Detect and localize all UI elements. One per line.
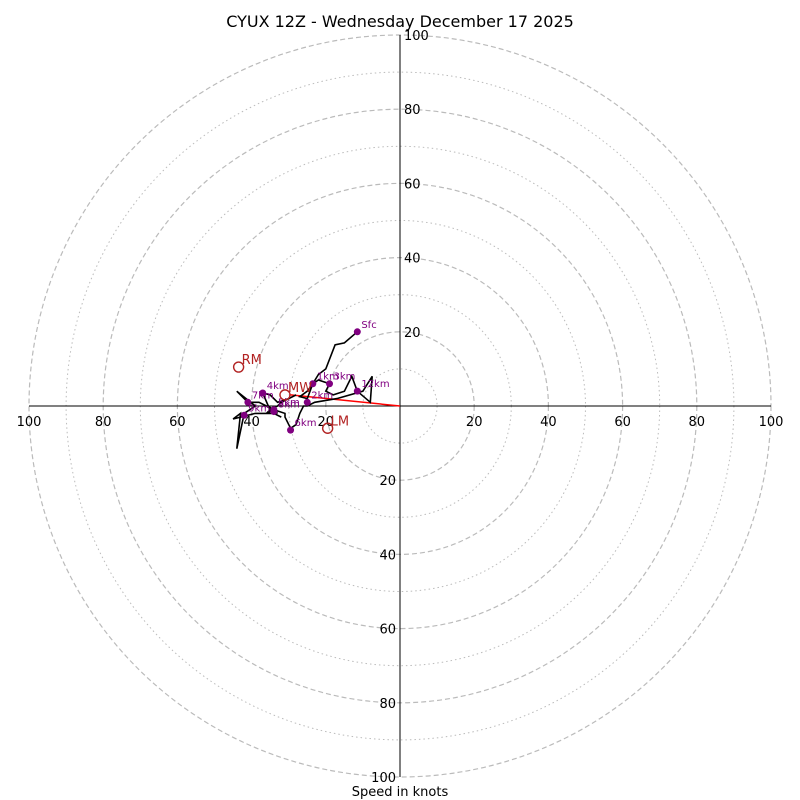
tick-label-right: 60 (614, 415, 631, 430)
storm-motion-label-lm: LM (331, 414, 349, 429)
tick-label-top: 60 (404, 177, 421, 192)
tick-label-right: 100 (759, 415, 784, 430)
tick-label-bottom: 40 (379, 548, 396, 563)
height-label-1km: 1km (317, 372, 339, 383)
height-marker-4km (259, 389, 267, 397)
height-marker-1km (309, 380, 317, 388)
height-label-2km: 2km (311, 390, 333, 401)
tick-label-bottom: 80 (379, 697, 396, 712)
height-label-9km: 9km (248, 403, 270, 414)
tick-label-bottom: 60 (379, 623, 396, 638)
tick-label-bottom: 20 (379, 474, 396, 489)
x-axis-label: Speed in knots (352, 785, 449, 800)
storm-motion-marker-lm (321, 422, 334, 434)
tick-label-top: 20 (404, 326, 421, 341)
tick-label-left: 80 (95, 415, 112, 430)
height-marker-7km (244, 398, 252, 406)
height-label-4km: 4km (267, 381, 289, 392)
tick-label-right: 20 (466, 415, 483, 430)
tick-label-right: 40 (540, 415, 557, 430)
height-marker-8km (270, 408, 278, 416)
tick-labels: 100 80 60 40 20 20 40 60 80 100 100 80 60 40 20 20 40 60 8… (17, 29, 784, 786)
height-marker-6km (287, 426, 295, 434)
storm-motion-markers: RM LM MW (232, 353, 349, 434)
tick-label-left: 100 (17, 415, 42, 430)
height-label-8km: 8km (278, 400, 300, 411)
height-label-sfc: Sfc (361, 320, 376, 331)
height-label-7km: 7km (252, 390, 274, 401)
height-marker-9km (240, 411, 248, 419)
storm-motion-marker-rm (232, 361, 245, 373)
tick-label-top: 80 (404, 103, 421, 118)
height-marker-sfc (353, 328, 361, 336)
tick-label-top: 100 (404, 29, 429, 44)
tick-label-left: 20 (318, 415, 335, 430)
tick-label-bottom: 100 (371, 771, 396, 786)
height-marker-2km (303, 398, 311, 406)
tick-label-left: 60 (169, 415, 186, 430)
tick-label-right: 80 (689, 415, 706, 430)
height-marker-12km (353, 387, 361, 395)
height-label-5km: 5km (278, 398, 300, 409)
height-label-3km: 3km (334, 372, 356, 383)
height-label-12km: 12km (361, 379, 389, 390)
chart-title: CYUX 12Z - Wednesday December 17 2025 (226, 12, 574, 31)
storm-motion-label-mw: MW (288, 381, 312, 396)
height-label-6km: 6km (295, 418, 317, 429)
tick-label-top: 40 (404, 252, 421, 267)
height-marker-3km (326, 380, 334, 388)
storm-motion-label-rm: RM (242, 353, 262, 368)
tick-label-left: 40 (243, 415, 260, 430)
storm-motion-marker-mw (279, 389, 291, 401)
